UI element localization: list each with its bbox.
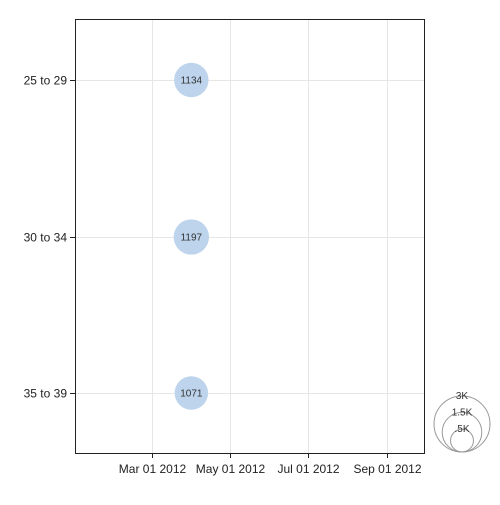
y-tick-label: 35 to 39	[24, 387, 68, 401]
bubble-label: 1197	[181, 233, 203, 244]
bubble-label: 1071	[180, 389, 203, 400]
bubbles: 1134 1197 1071	[173, 62, 210, 410]
bubble	[173, 219, 210, 255]
x-tick-label: Sep 01 2012	[353, 462, 421, 476]
grid	[75, 19, 424, 453]
bubble	[174, 376, 209, 410]
bubble	[174, 62, 209, 98]
y-tick-label: 30 to 34	[24, 231, 68, 245]
legend-label: .5K	[454, 424, 469, 435]
x-tick-label: Jul 01 2012	[277, 462, 339, 476]
bubble-label: 1134	[181, 76, 203, 87]
x-tick-label: Mar 01 2012	[119, 462, 187, 476]
legend-circle	[450, 428, 474, 453]
x-tick-label: May 01 2012	[196, 462, 266, 476]
size-legend: 3K 1.5K .5K	[433, 391, 491, 453]
y-axis-ticks: 25 to 29 30 to 34 35 to 39	[24, 74, 75, 401]
plot-frame	[75, 19, 425, 454]
x-axis-ticks: Mar 01 2012 May 01 2012 Jul 01 2012 Sep 01 …	[119, 453, 422, 476]
legend-label: 1.5K	[452, 407, 473, 418]
y-tick-label: 25 to 29	[24, 74, 68, 88]
legend-label: 3K	[456, 391, 469, 402]
